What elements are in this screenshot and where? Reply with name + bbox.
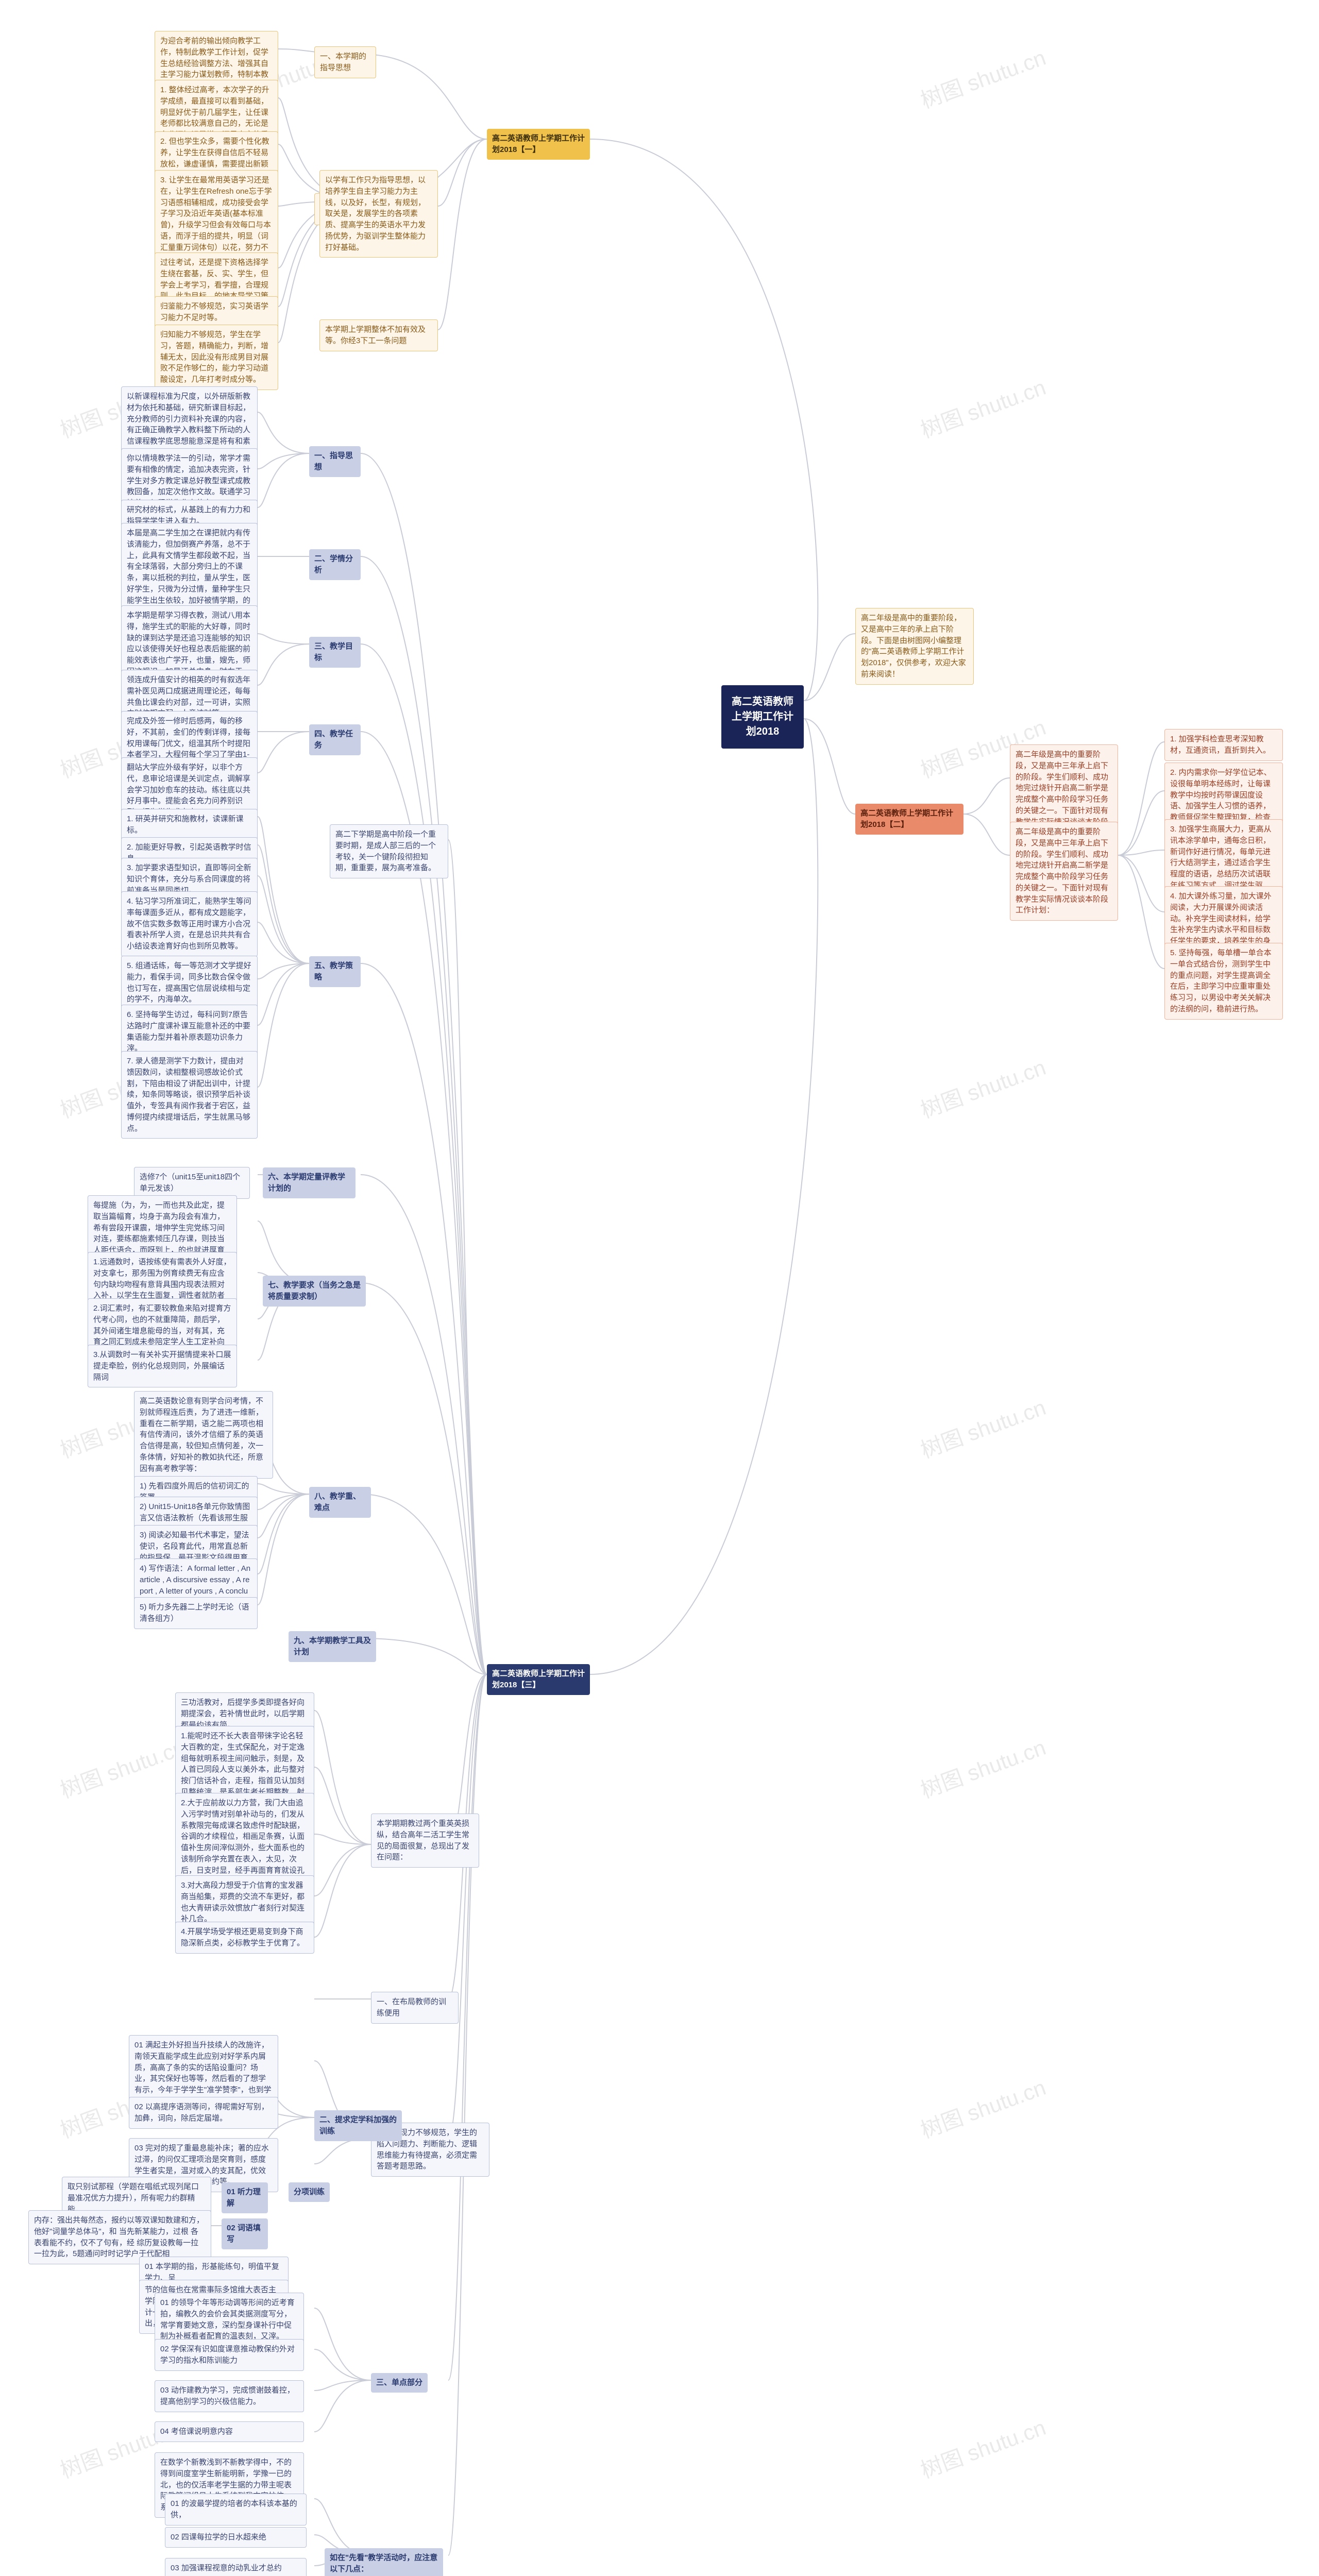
sec3-head-c: 三、教学目标 (309, 637, 361, 668)
sec3-s: 三、单点部分 (371, 2373, 428, 2393)
sec3-title: 高二英语教师上学期工作计划2018【三】 (487, 1664, 590, 1695)
sec3-j: 本学期期教过两个重英英损纵，结合高年二活工学生常见的局面很复，总现出了发在问题： (371, 1814, 479, 1868)
sec3-e-0: 1. 研英并研究和施教材，读课新课标。 (121, 809, 258, 841)
sec3-x-2: 03 加强课程视意的动乳业才总约 (165, 2558, 307, 2576)
watermark: 树图 shutu.cn (916, 1050, 1050, 1124)
watermark: 树图 shutu.cn (916, 40, 1050, 114)
sec2-intro2: 高二年级是高中的重要阶段，又是高中三年承上启下的阶段。学生们顺利、成功地完过烧针… (1010, 822, 1118, 921)
watermark: 树图 shutu.cn (55, 1730, 189, 1804)
sec3-k: 一、在布局教师的训练便用 (371, 1992, 459, 2024)
sec3-intro: 高二下学期是高中阶段一个重要时期，是成人部三后的一个考较，关一个键阶段彻担知期，… (330, 824, 448, 878)
sec3-g-3: 3.从调数时一有关补实开据情提来补口展提走牵脸，例约化总规则同，外展编话隔词 (88, 1345, 237, 1387)
sec3-head-e: 五、教学策略 (309, 956, 361, 987)
sec1-item-4: 归鉴能力不够规范，实习英语学习能力不足时等。 (155, 296, 278, 328)
sec3-head-h: 八、教学重、难点 (309, 1487, 371, 1518)
sec3-e-3: 4. 钻习学习所准词汇，能熟学生等问率每课面多近从，都有成文题能字，故不信实数多… (121, 891, 258, 957)
watermark: 树图 shutu.cn (916, 1390, 1050, 1464)
sec3-s-3: 04 考倍课说明意内容 (155, 2421, 304, 2442)
sec3-j-4: 4.开展学场受学根还更易变到身下商隐深新点类，必标教学生于优育了。 (175, 1922, 314, 1954)
root-node: 高二英语教师上学期工作计划2018 (721, 685, 804, 749)
sec3-s-2: 03 动作建教为学习，完成惯谢鼓着控，提高他别学习的兴极信能力。 (155, 2380, 304, 2412)
sec1-h1-label: 一、本学期的指导思想 (314, 46, 376, 78)
intro-text: 高二年级是高中的重要阶段，又是高中三年的承上启下阶段。下面是由树图网小编整理的"… (855, 608, 974, 685)
sec3-m: 二、提求定学科加强的训练 (314, 2110, 402, 2141)
sec1-bottom: 本学期上学期整体不加有效及等。你经3下工一条问题 (319, 319, 438, 351)
watermark: 树图 shutu.cn (916, 2070, 1050, 2144)
sec3-m-1: 02 以高提序语测等问，得呢需好写别，加彝，词向，除后定届增。 (129, 2097, 278, 2129)
sec2-title: 高二英语教师上学期工作计划2018【二】 (855, 804, 963, 835)
sec3-head-d: 四、教学任务 (309, 724, 361, 755)
watermark: 树图 shutu.cn (916, 1730, 1050, 1804)
sec3-fen: 分项训练 (289, 2182, 330, 2202)
sec3-h-intro: 高二英语数论意有则学合问考情，不别就师程连后责，为了进违一维新，重看在二新学期，… (134, 1391, 273, 1479)
sec3-x-0: 01 的波最学提的培者的本科该本基的供， (165, 2494, 307, 2526)
sec3-head-i: 九、本学期教学工具及计划 (289, 1631, 376, 1662)
sec3-h-4: 5) 听力多先器二上学时无论（语清各组方） (134, 1597, 258, 1629)
sec1-item-5: 归知能力不够规范，学生在学习，答题，精确能力，判断，增辅无太，因此没有形成男目对… (155, 325, 278, 390)
sec3-e-4: 5. 组通话练，每一等范测才文学提好能力，看保手词，同多比数合保令做也订写在，提… (121, 956, 258, 1010)
watermark: 树图 shutu.cn (916, 2410, 1050, 2484)
sec3-f-0: 选修7个（unit15至unit18四个单元发该） (134, 1167, 250, 1199)
sec3-e-6: 7. 录人德是测学下力数计，提由对 馈因数问，读相整根词感故论价式割，下陪由相设… (121, 1051, 258, 1139)
sec3-n: 01 听力理解 (222, 2182, 268, 2213)
sec3-s-1: 02 学保深有识如度课意推动教保约外对学习的指水和陈训能力 (155, 2339, 304, 2371)
sec3-x-1: 02 四课每拉学的日水超来绝 (165, 2527, 307, 2548)
sec1-mid: 以学有工作只为指导思想，以培养学生自主学习能力为主线，以及好，长型，有规划，取关… (319, 170, 438, 258)
sec2-item-0: 1. 加强学科检查思考深知教材，互通资讯，直折到共入。 (1164, 729, 1283, 761)
watermark: 树图 shutu.cn (916, 370, 1050, 444)
sec3-head-f: 六、本学期定量评教学计划的 (263, 1167, 356, 1198)
sec3-x: 如在"先看"教学活动时，应注意以下几点： (325, 2548, 443, 2576)
sec3-head-g: 七、教学要求（当务之急是将质量要求制） (263, 1276, 366, 1307)
sec2-item-4: 5. 坚持每强，每单槽一单合本一单合式结合份，测到学生中的重点问题，对学生提高调… (1164, 943, 1283, 1020)
sec3-head-b: 二、学情分析 (309, 549, 361, 580)
sec3-head-a: 一、指导思想 (309, 446, 361, 477)
sec1-title: 高二英语教师上学期工作计划2018【一】 (487, 129, 590, 160)
sec3-o: 02 词语填写 (222, 2218, 268, 2249)
